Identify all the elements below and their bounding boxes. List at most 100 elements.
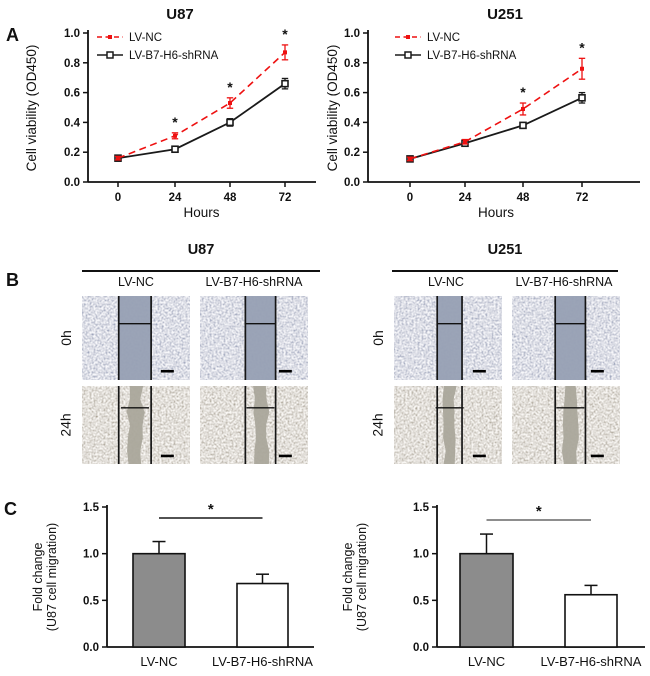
data-point [173, 133, 177, 138]
scratch-band [442, 386, 457, 464]
data-point [171, 145, 179, 154]
legend-label: LV-NC [129, 32, 162, 44]
y-tick-label: 0.0 [413, 642, 429, 654]
row-label-container: 0h [50, 330, 82, 346]
scratch-band [437, 296, 463, 380]
significance-star: * [172, 114, 178, 130]
micrograph-image [512, 296, 620, 380]
u251-migration-bar-chart: Fold change (U87 cell migration) 0.0 0.5 1.0… [341, 502, 645, 669]
y-tick-label: 1.5 [83, 502, 100, 514]
y-tick-label: 1.0 [83, 549, 99, 561]
bar [236, 582, 289, 648]
data-point [463, 139, 467, 144]
significance-star: * [520, 84, 526, 100]
scratch-band [126, 386, 145, 464]
data-point [283, 50, 287, 55]
wound-row: 0h [362, 296, 620, 380]
y-axis-label-line1: Fold change [341, 543, 355, 612]
u251-viability-line-chart: U251 Cell viability (OD450) 0.0 0.2 0.4 0.6 0.… [325, 6, 640, 220]
series-line [409, 68, 583, 160]
data-point [408, 156, 412, 161]
data-point [521, 106, 525, 111]
column-label: LV-NC [428, 275, 464, 289]
column-labels: LV-NC LV-B7-H6-shRNA [82, 275, 320, 289]
x-tick-label: 48 [517, 192, 530, 204]
scale-bar-icon [472, 369, 486, 373]
scratch-band [561, 386, 579, 464]
y-tick-label: 0.0 [83, 642, 99, 654]
x-axis-label: Hours [478, 205, 514, 220]
wound-row: 0h [50, 296, 320, 380]
micrograph-cells [82, 296, 308, 380]
x-tick-label: 72 [279, 192, 292, 204]
row-label-container: 0h [362, 330, 394, 346]
data-point [228, 101, 232, 106]
column-labels: LV-NC LV-B7-H6-shRNA [392, 275, 620, 289]
scale-bar-icon [472, 454, 486, 458]
series-line [117, 51, 286, 159]
panel-b-label: B [6, 270, 19, 290]
u87-migration-bar-chart: Fold change (U87 cell migration) 0.0 0.5 1.0… [31, 501, 314, 669]
legend-marker [106, 51, 114, 59]
series-line [117, 82, 286, 160]
series-line [409, 96, 583, 160]
chart-title: U87 [166, 6, 194, 23]
tint-veil [200, 386, 308, 464]
column-label: LV-B7-H6-shRNA [205, 275, 303, 289]
wound-row: 24h [50, 386, 320, 464]
significance-star: * [536, 503, 542, 520]
data-point [519, 121, 527, 130]
title-underline [392, 270, 618, 272]
data-point [116, 156, 120, 161]
row-label: 0h [369, 330, 386, 346]
x-tick-label: 24 [169, 192, 182, 204]
y-tick-label: 1.0 [344, 28, 360, 40]
legend-label: LV-NC [427, 32, 460, 44]
title-underline [82, 270, 320, 272]
row-label: 24h [57, 413, 74, 437]
scratch-band [555, 296, 586, 380]
scale-bar-icon [278, 369, 292, 373]
y-tick-label: 0.2 [344, 147, 360, 159]
legend-marker [406, 35, 410, 39]
data-point [226, 118, 234, 127]
micrograph-cells [394, 386, 620, 464]
scratch-band [253, 386, 270, 464]
bar [132, 552, 186, 648]
micrograph-image [512, 386, 620, 464]
micrograph-image [200, 296, 308, 380]
y-tick-label: 0.2 [64, 147, 80, 159]
wound-group-u87: U87 LV-NC LV-B7-H6-shRNA 0h 24h [50, 242, 320, 464]
micrograph-image [394, 296, 502, 380]
legend-marker [108, 35, 112, 39]
y-tick-label: 0.6 [344, 88, 360, 100]
y-tick-label: 1.0 [64, 28, 80, 40]
bar [459, 552, 514, 648]
y-axis-label-line2: (U87 cell migration) [355, 523, 369, 631]
wound-row: 24h [362, 386, 620, 464]
y-axis-label-line2: (U87 cell migration) [45, 523, 59, 631]
legend-label: LV-B7-H6-shRNA [427, 50, 517, 62]
micrograph-image [82, 386, 190, 464]
y-axis-label-line1: Fold change [31, 543, 45, 612]
y-tick-label: 0.8 [344, 58, 361, 70]
y-tick-label: 1.5 [413, 502, 430, 514]
wound-group-title: U87 [187, 242, 215, 258]
significance-star: * [579, 39, 585, 55]
micrograph-image [394, 386, 502, 464]
panel-a-label: A [6, 25, 19, 45]
x-axis-label: Hours [183, 205, 219, 220]
data-point [281, 79, 289, 88]
column-label: LV-NC [118, 275, 154, 289]
x-tick-label: 24 [459, 192, 472, 204]
scratch-band [245, 296, 276, 380]
cell-texture [200, 386, 308, 464]
scale-bar-icon [278, 454, 292, 458]
category-label: LV-B7-H6-shRNA [212, 654, 313, 669]
micrograph-cells [394, 296, 620, 380]
row-label-container: 24h [362, 413, 394, 436]
scale-bar-icon [590, 369, 604, 373]
y-tick-label: 0.0 [64, 177, 80, 189]
scale-bar-icon [160, 454, 174, 458]
